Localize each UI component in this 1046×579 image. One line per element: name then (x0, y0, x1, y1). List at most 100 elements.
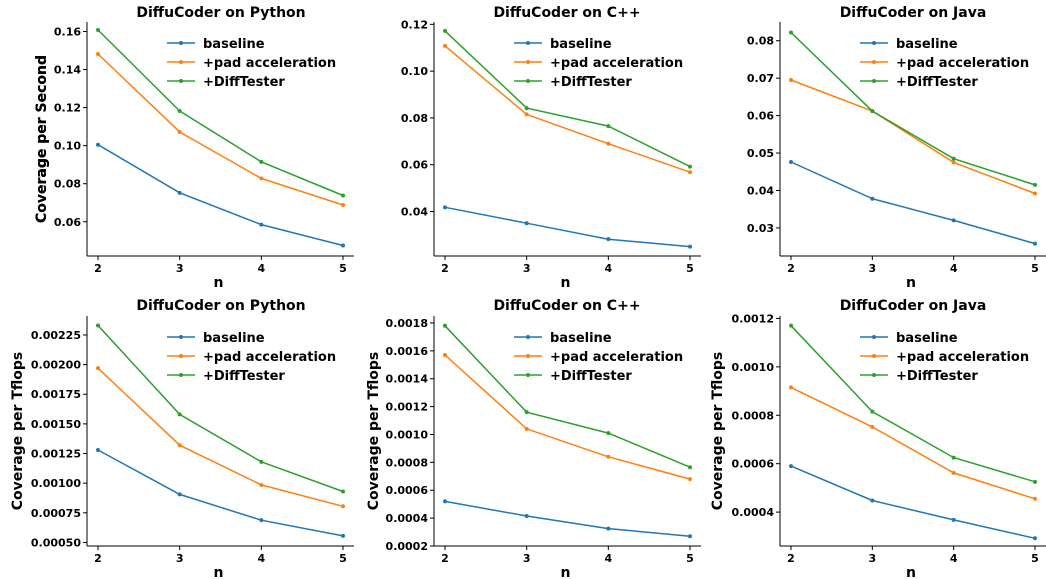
x-tick-label: 4 (950, 262, 958, 275)
x-tick-label: 5 (339, 552, 347, 565)
data-point-difftester (443, 323, 447, 328)
data-point-difftester (1033, 182, 1037, 187)
y-tick-label: 0.08 (54, 178, 81, 191)
legend-marker-difftester (179, 79, 183, 83)
data-point-difftester (688, 164, 692, 169)
data-point-pad-acceleration (1033, 496, 1037, 501)
legend-marker-baseline (526, 335, 530, 339)
y-tick-label: 0.14 (54, 64, 81, 77)
x-tick-label: 5 (1031, 552, 1039, 565)
data-point-pad-acceleration (259, 176, 264, 181)
legend: baseline +pad acceleration +DiffTester (167, 331, 336, 384)
data-point-difftester (177, 109, 182, 114)
legend-marker-baseline (179, 41, 183, 45)
series-line-pad-acceleration (97, 367, 344, 508)
legend-label-difftester: +DiffTester (550, 75, 632, 90)
legend-marker-pad-acceleration (872, 60, 876, 64)
data-point-pad-acceleration (688, 477, 692, 482)
data-point-difftester (1033, 479, 1037, 484)
y-tick-label: 0.00125 (31, 448, 81, 461)
legend-label-difftester: +DiffTester (896, 75, 978, 90)
data-point-difftester (524, 410, 529, 415)
y-tick-label: 0.12 (54, 102, 81, 115)
x-tick-label: 4 (950, 552, 958, 565)
y-axis-label: Coverage per Tflops (710, 352, 726, 510)
y-tick-label: 0.0006 (732, 458, 775, 471)
data-point-pad-acceleration (606, 141, 611, 146)
subplot-title: DiffuCoder on Python (136, 5, 305, 21)
y-tick-label: 0.0004 (386, 512, 429, 525)
x-axis-label: n (561, 565, 571, 579)
data-point-baseline (524, 514, 529, 519)
data-point-baseline (177, 492, 182, 497)
series-line-pad-acceleration (444, 354, 691, 480)
y-tick-label: 0.08 (401, 112, 428, 125)
x-tick-label: 3 (176, 552, 184, 565)
x-tick-label: 4 (605, 262, 613, 275)
legend-marker-pad-acceleration (872, 354, 876, 358)
data-point-pad-acceleration (443, 353, 447, 358)
data-point-difftester (870, 409, 875, 414)
data-point-baseline (1033, 241, 1037, 246)
series-line-difftester (97, 324, 344, 493)
data-point-pad-acceleration (789, 78, 793, 83)
x-tick-label: 3 (176, 262, 184, 275)
x-tick-label: 3 (869, 552, 877, 565)
legend-marker-pad-acceleration (179, 60, 183, 64)
legend-marker-difftester (526, 79, 530, 83)
y-axis-label: Coverage per Second (34, 55, 50, 223)
y-tick-label: 0.0014 (386, 373, 429, 386)
x-tick-label: 4 (258, 262, 266, 275)
series-line-difftester (444, 30, 691, 168)
x-axis-label: n (906, 275, 916, 291)
x-tick-label: 2 (441, 552, 449, 565)
data-point-baseline (177, 190, 182, 195)
legend: baseline +pad acceleration +DiffTester (514, 37, 683, 90)
data-point-difftester (443, 28, 447, 33)
legend-label-difftester: +DiffTester (550, 369, 632, 384)
data-point-baseline (259, 222, 264, 227)
data-point-difftester (177, 412, 182, 417)
y-tick-label: 0.06 (54, 216, 81, 229)
data-point-pad-acceleration (951, 160, 956, 165)
series-line-pad-acceleration (444, 45, 691, 173)
x-tick-label: 2 (441, 262, 449, 275)
y-tick-label: 0.0006 (386, 484, 429, 497)
legend-label-baseline: baseline (550, 37, 612, 52)
x-tick-label: 2 (787, 552, 795, 565)
data-point-pad-acceleration (341, 504, 345, 509)
subplot-title: DiffuCoder on Python (136, 298, 305, 314)
legend-label-pad-acceleration: +pad acceleration (896, 56, 1029, 71)
y-tick-label: 0.05 (747, 147, 774, 160)
data-point-baseline (259, 518, 264, 523)
data-point-baseline (789, 160, 793, 165)
x-tick-label: 3 (523, 552, 531, 565)
x-tick-label: 5 (1031, 262, 1039, 275)
series-line-difftester (97, 29, 344, 197)
data-point-difftester (789, 323, 793, 328)
data-point-baseline (688, 534, 692, 539)
legend-label-pad-acceleration: +pad acceleration (896, 350, 1029, 365)
y-tick-label: 0.00075 (31, 507, 81, 520)
data-point-baseline (96, 447, 100, 452)
data-point-baseline (870, 498, 875, 503)
legend-marker-baseline (872, 41, 876, 45)
legend-marker-pad-acceleration (526, 60, 530, 64)
series-line-pad-acceleration (790, 79, 1036, 195)
series-line-difftester (790, 31, 1036, 186)
legend-marker-difftester (872, 79, 876, 83)
x-tick-label: 5 (339, 262, 347, 275)
series-line-baseline (444, 500, 691, 537)
data-point-difftester (96, 323, 100, 328)
legend: baseline +pad acceleration +DiffTester (860, 37, 1029, 90)
data-point-pad-acceleration (606, 454, 611, 459)
x-tick-label: 3 (523, 262, 531, 275)
data-point-pad-acceleration (951, 470, 956, 475)
legend-marker-difftester (872, 373, 876, 377)
series-line-pad-acceleration (97, 53, 344, 206)
y-axis-label: Coverage per Second (34, 55, 50, 223)
data-point-difftester (870, 109, 875, 114)
x-axis-label: n (214, 565, 224, 579)
y-tick-label: 0.08 (747, 35, 774, 48)
